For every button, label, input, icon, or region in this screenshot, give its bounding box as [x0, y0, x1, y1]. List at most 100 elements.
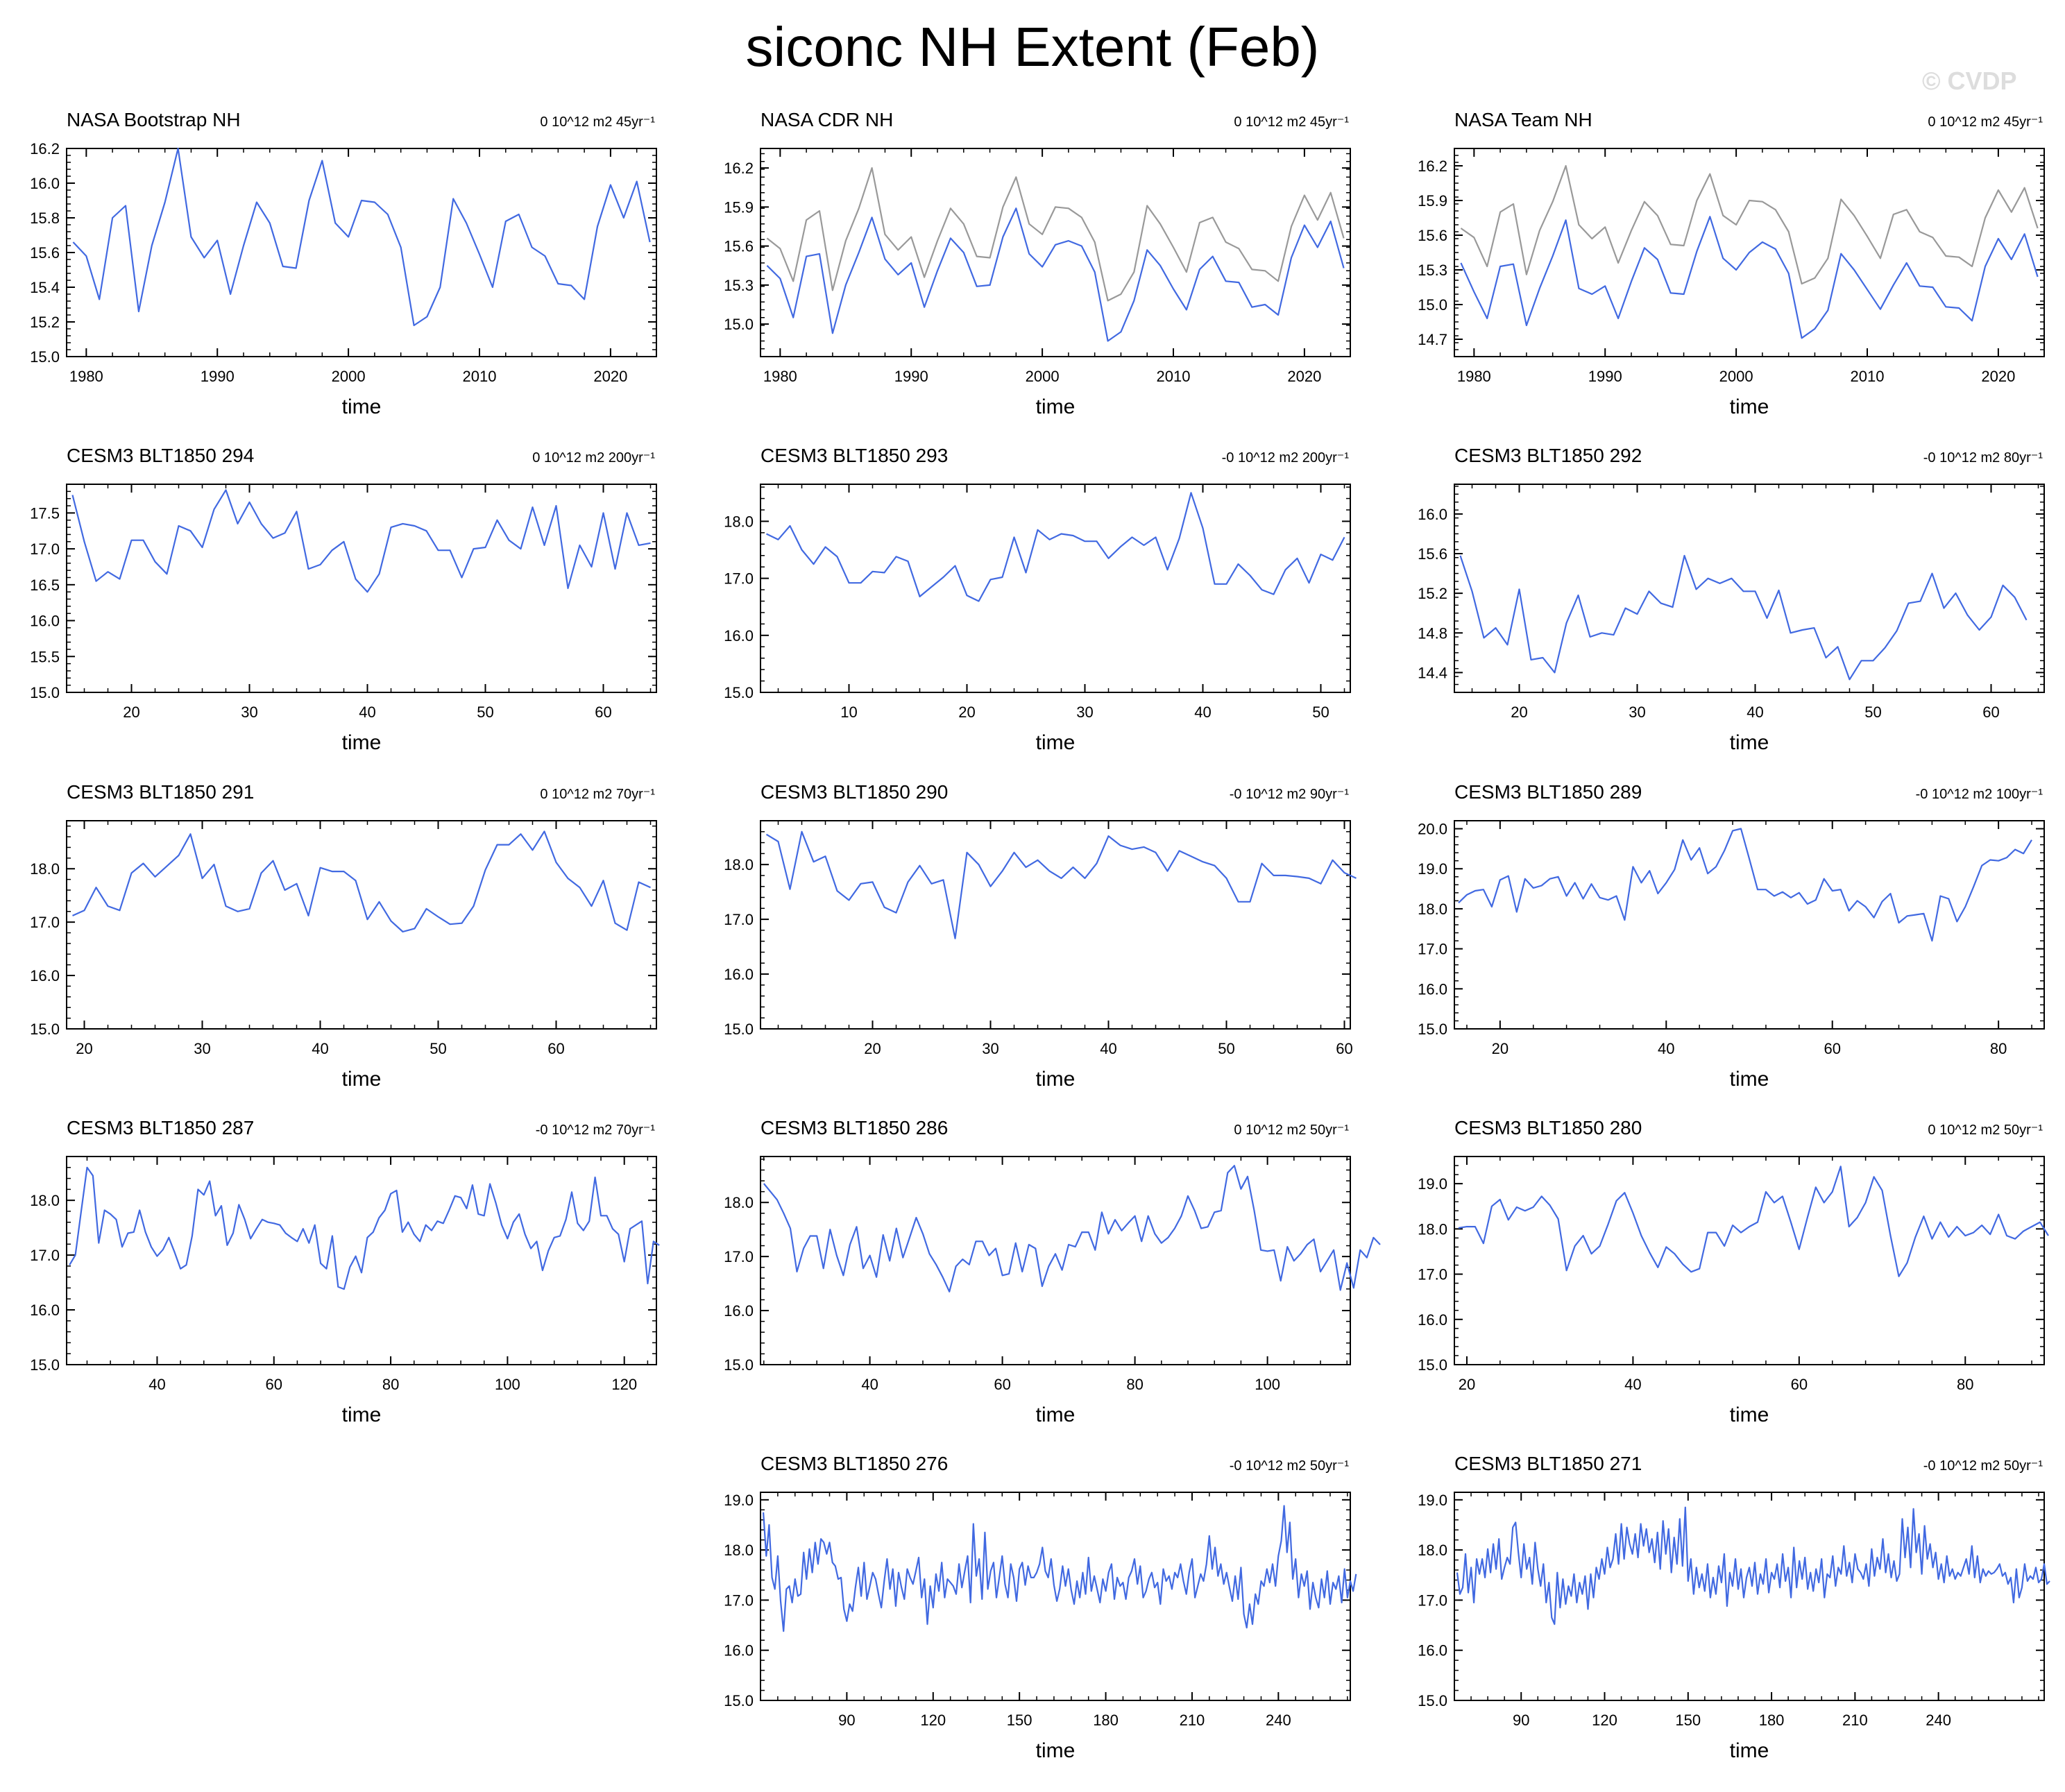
x-tick-label: 30: [1629, 703, 1645, 721]
series-line-reference: [1460, 164, 2039, 285]
y-tick-label: 16.2: [1418, 157, 1447, 175]
x-tick-label: 80: [382, 1376, 399, 1393]
x-tick-label: 1980: [763, 368, 797, 385]
series-line: [763, 1165, 1381, 1292]
y-tick-label: 18.0: [1418, 901, 1447, 918]
panel-title: CESM3 BLT1850 276: [760, 1453, 948, 1474]
x-axis-label: time: [342, 731, 382, 754]
y-tick-label: 17.0: [1418, 1266, 1447, 1283]
x-axis-label: time: [342, 395, 382, 418]
x-tick-label: 240: [1266, 1712, 1291, 1729]
x-tick-label: 210: [1842, 1712, 1868, 1729]
x-tick-label: 20: [123, 703, 139, 721]
x-tick-label: 2000: [1719, 368, 1753, 385]
x-tick-label: 30: [241, 703, 257, 721]
x-tick-label: 60: [266, 1376, 282, 1393]
y-tick-label: 16.0: [1418, 980, 1447, 998]
trend-label: -0 10^12 m2 50yr⁻¹: [1923, 1458, 2043, 1474]
y-tick-label: 16.0: [724, 1302, 754, 1320]
y-tick-label: 17.0: [724, 1592, 754, 1609]
chart-panel: CESM3 BLT1850 291 0 10^12 m2 70yr⁻¹ 15.0 16…: [30, 781, 657, 1091]
y-tick-label: 15.0: [1418, 1692, 1447, 1709]
y-tick-label: 15.2: [30, 314, 60, 331]
y-tick-label: 15.4: [30, 279, 60, 296]
x-axis-label: time: [1730, 731, 1769, 754]
x-tick-label: 1990: [894, 368, 928, 385]
x-tick-label: 40: [1658, 1040, 1674, 1057]
y-tick-label: 15.0: [724, 1692, 754, 1709]
series-line: [1460, 216, 2039, 339]
x-axis-label: time: [1730, 1403, 1769, 1426]
panel-title: CESM3 BLT1850 280: [1454, 1117, 1642, 1138]
x-tick-label: 60: [1791, 1376, 1808, 1393]
series-line: [1458, 1166, 2049, 1277]
chart-panel: NASA Team NH 0 10^12 m2 45yr⁻¹ 14.7 15.0 15.…: [1418, 109, 2045, 418]
plot-frame: [1454, 820, 2045, 1030]
x-tick-label: 50: [1864, 703, 1881, 721]
y-tick-label: 16.0: [724, 627, 754, 645]
plot-frame: [66, 1156, 657, 1365]
chart-panel: CESM3 BLT1850 292 -0 10^12 m2 80yr⁻¹ 14.4 1…: [1418, 445, 2045, 754]
x-axis-label: time: [1036, 1739, 1076, 1762]
series-line: [766, 207, 1345, 342]
x-tick-label: 20: [1459, 1376, 1475, 1393]
y-tick-label: 16.0: [30, 613, 60, 630]
series-line: [69, 1166, 660, 1290]
y-tick-label: 14.7: [1418, 331, 1447, 348]
chart-panel: CESM3 BLT1850 286 0 10^12 m2 50yr⁻¹ 15.0 16…: [724, 1117, 1381, 1426]
plot-frame: [66, 484, 657, 693]
x-tick-label: 60: [994, 1376, 1010, 1393]
x-tick-label: 40: [861, 1376, 878, 1393]
y-tick-label: 16.2: [724, 160, 754, 177]
plot-frame: [1454, 484, 2045, 693]
x-tick-label: 150: [1007, 1712, 1032, 1729]
x-tick-label: 30: [982, 1040, 998, 1057]
x-axis-label: time: [1036, 395, 1076, 418]
plot-frame: [1454, 1492, 2045, 1701]
y-tick-label: 15.0: [724, 684, 754, 701]
chart-panel: CESM3 BLT1850 280 0 10^12 m2 50yr⁻¹ 15.0 16…: [1418, 1117, 2049, 1426]
y-tick-label: 15.0: [724, 1021, 754, 1038]
x-tick-label: 50: [1218, 1040, 1234, 1057]
plot-frame: [66, 148, 657, 357]
x-tick-label: 1980: [69, 368, 103, 385]
trend-label: 0 10^12 m2 45yr⁻¹: [1234, 114, 1349, 130]
x-tick-label: 60: [1336, 1040, 1352, 1057]
x-tick-label: 120: [1592, 1712, 1617, 1729]
x-tick-label: 2010: [463, 368, 497, 385]
x-tick-label: 60: [595, 703, 611, 721]
y-tick-label: 19.0: [1418, 1492, 1447, 1509]
trend-label: 0 10^12 m2 45yr⁻¹: [540, 114, 655, 130]
x-tick-label: 2020: [1981, 368, 2015, 385]
y-tick-label: 16.0: [30, 1302, 60, 1319]
y-tick-label: 15.0: [30, 1356, 60, 1374]
x-tick-label: 20: [1492, 1040, 1509, 1057]
y-tick-label: 15.8: [30, 210, 60, 227]
panel-title: NASA Team NH: [1454, 109, 1592, 130]
x-axis-label: time: [1036, 1068, 1076, 1091]
y-tick-label: 15.6: [724, 238, 754, 255]
series-line: [1456, 1506, 2050, 1625]
y-tick-label: 15.0: [1418, 296, 1447, 314]
y-tick-label: 16.2: [30, 140, 60, 157]
x-tick-label: 120: [611, 1376, 637, 1393]
trend-label: 0 10^12 m2 200yr⁻¹: [532, 450, 655, 466]
x-tick-label: 2020: [1287, 368, 1321, 385]
panel-title: CESM3 BLT1850 294: [67, 445, 254, 466]
x-tick-label: 80: [1957, 1376, 1973, 1393]
x-axis-label: time: [1730, 1739, 1769, 1762]
y-tick-label: 15.0: [1418, 1021, 1447, 1038]
x-tick-label: 20: [1511, 703, 1527, 721]
panel-title: NASA Bootstrap NH: [67, 109, 241, 130]
x-tick-label: 120: [920, 1712, 946, 1729]
series-line: [72, 830, 651, 933]
trend-label: -0 10^12 m2 80yr⁻¹: [1923, 450, 2043, 466]
panel-title: CESM3 BLT1850 286: [760, 1117, 948, 1138]
x-tick-label: 80: [1990, 1040, 2007, 1057]
x-axis-label: time: [1036, 731, 1076, 754]
x-tick-label: 1980: [1457, 368, 1491, 385]
x-tick-label: 2020: [593, 368, 627, 385]
chart-panel: NASA CDR NH 0 10^12 m2 45yr⁻¹ 15.0 15.3 15.6…: [724, 109, 1351, 418]
y-tick-label: 16.0: [1418, 1642, 1447, 1659]
